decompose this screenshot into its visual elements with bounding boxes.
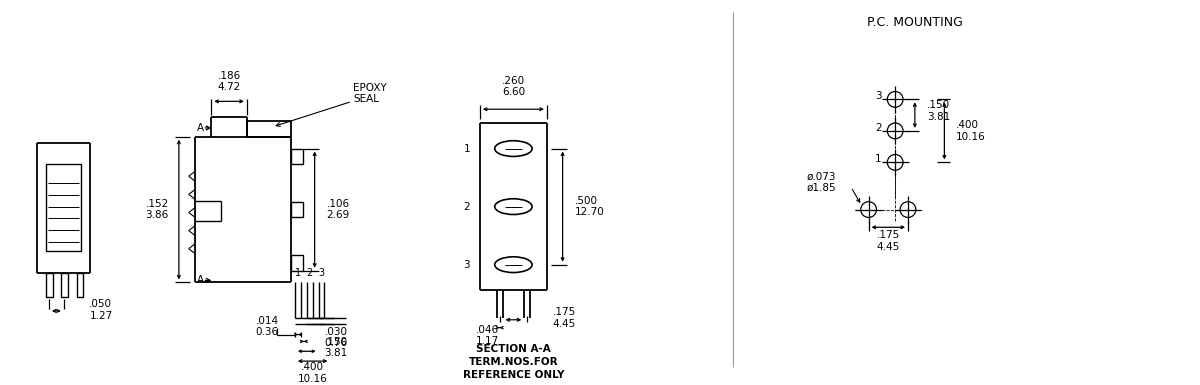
Text: ø.073
ø1.85: ø.073 ø1.85: [806, 171, 836, 193]
Text: EPOXY
SEAL: EPOXY SEAL: [353, 83, 386, 104]
Text: .150
3.81: .150 3.81: [324, 336, 348, 358]
Text: SECTION A-A: SECTION A-A: [476, 344, 551, 354]
Bar: [292, 255, 302, 271]
Text: .500
12.70: .500 12.70: [575, 196, 604, 218]
Text: .400
10.16: .400 10.16: [298, 362, 328, 384]
Text: 2: 2: [307, 268, 313, 278]
Text: 3: 3: [463, 259, 470, 270]
Text: REFERENCE ONLY: REFERENCE ONLY: [463, 370, 564, 380]
Text: .030
0.76: .030 0.76: [324, 327, 348, 348]
Text: .106
2.69: .106 2.69: [326, 199, 349, 220]
Text: .014
0.36: .014 0.36: [256, 316, 278, 338]
Text: .175
4.45: .175 4.45: [553, 307, 576, 329]
Bar: [46, 273, 53, 297]
Text: .175
4.45: .175 4.45: [877, 230, 900, 252]
Text: .186
4.72: .186 4.72: [217, 71, 241, 92]
Bar: [292, 149, 302, 164]
Text: .152
3.86: .152 3.86: [145, 199, 169, 220]
Text: 1: 1: [463, 144, 470, 154]
Bar: [46, 164, 82, 251]
Text: .050
1.27: .050 1.27: [89, 299, 113, 321]
Bar: [77, 273, 84, 297]
Text: 1: 1: [875, 154, 882, 164]
Text: 3: 3: [875, 91, 882, 101]
Text: 2: 2: [875, 123, 882, 133]
Bar: [61, 273, 67, 297]
Text: 3: 3: [318, 268, 325, 278]
Text: .260
6.60: .260 6.60: [502, 76, 524, 97]
Text: .046
1.17: .046 1.17: [476, 325, 499, 346]
Text: TERM.NOS.FOR: TERM.NOS.FOR: [469, 357, 558, 367]
Text: A: A: [197, 123, 204, 133]
Text: .150
3.81: .150 3.81: [926, 100, 950, 122]
Text: 2: 2: [463, 202, 470, 212]
Bar: [292, 202, 302, 218]
Text: .400
10.16: .400 10.16: [956, 120, 986, 142]
Text: P.C. MOUNTING: P.C. MOUNTING: [866, 16, 962, 29]
Text: A: A: [197, 275, 204, 285]
Text: 1: 1: [295, 268, 301, 278]
